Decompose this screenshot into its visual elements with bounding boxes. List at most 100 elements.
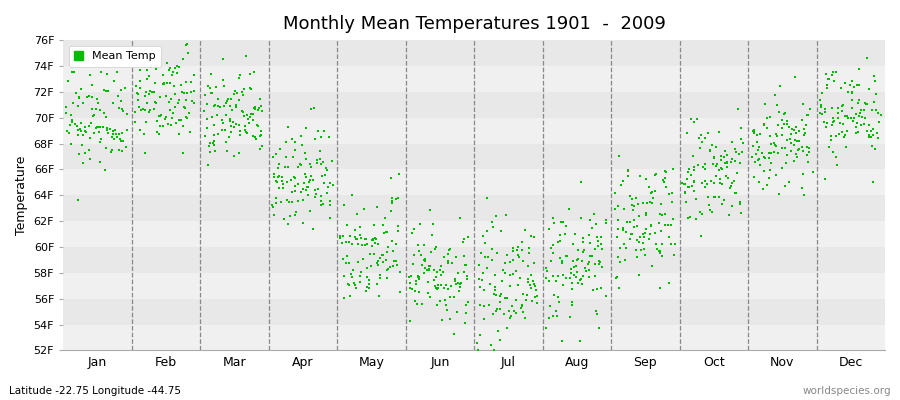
Point	[348, 282, 363, 288]
Point	[827, 77, 842, 84]
Point	[797, 132, 812, 138]
Point	[752, 147, 766, 154]
Point	[608, 190, 623, 196]
Point	[489, 271, 503, 278]
Point	[295, 142, 310, 148]
Point	[575, 258, 590, 264]
Point	[360, 241, 374, 247]
Point	[162, 98, 176, 105]
Point	[688, 188, 702, 194]
Point	[183, 129, 197, 135]
Point	[491, 306, 505, 313]
Point	[341, 282, 356, 289]
Point	[71, 126, 86, 133]
Point	[248, 104, 262, 111]
Point	[576, 249, 590, 255]
Point	[66, 100, 80, 106]
Point	[438, 297, 453, 304]
Point	[668, 241, 682, 247]
Point	[658, 168, 672, 175]
Point	[725, 139, 740, 145]
Point	[643, 231, 657, 237]
Point	[274, 174, 289, 180]
Point	[752, 155, 766, 162]
Point	[864, 128, 878, 134]
Point	[783, 135, 797, 142]
Point	[154, 112, 168, 118]
Point	[269, 178, 284, 185]
Point	[475, 276, 490, 283]
Point	[680, 184, 695, 190]
Point	[570, 257, 584, 264]
Point	[867, 98, 881, 105]
Point	[695, 139, 709, 145]
Point	[86, 113, 101, 120]
Point	[850, 120, 864, 127]
Point	[768, 92, 782, 98]
Point	[333, 233, 347, 240]
Point	[589, 308, 603, 314]
Point	[206, 122, 220, 128]
Point	[508, 310, 523, 316]
Point	[734, 136, 748, 142]
Point	[358, 236, 373, 242]
Point	[478, 254, 492, 260]
Point	[663, 222, 678, 229]
Point	[431, 282, 446, 288]
Point	[217, 103, 231, 109]
Point	[586, 286, 600, 293]
Point	[661, 222, 675, 229]
Point	[800, 112, 814, 119]
Point	[152, 94, 166, 100]
Point	[820, 85, 834, 92]
Point	[120, 111, 134, 117]
Point	[408, 288, 422, 294]
Point	[487, 347, 501, 353]
Point	[522, 245, 536, 252]
Point	[353, 224, 367, 230]
Point	[494, 228, 508, 234]
Point	[539, 265, 554, 272]
Point	[293, 189, 308, 195]
Point	[594, 246, 608, 252]
Point	[373, 293, 387, 300]
Point	[616, 240, 631, 247]
Point	[310, 160, 324, 166]
Point	[611, 217, 625, 224]
Point	[585, 225, 599, 231]
Point	[652, 248, 667, 255]
Point	[311, 128, 326, 134]
Point	[255, 142, 269, 149]
Point	[389, 196, 403, 202]
Point	[204, 90, 219, 96]
Point	[627, 203, 642, 210]
Point	[508, 296, 523, 303]
Point	[166, 83, 181, 90]
Point	[780, 152, 795, 158]
Point	[321, 134, 336, 140]
Point	[768, 141, 782, 148]
Point	[838, 80, 852, 86]
Point	[820, 120, 834, 126]
Point	[658, 211, 672, 217]
Point	[320, 167, 335, 173]
Point	[288, 138, 302, 145]
Point	[632, 272, 646, 278]
Point	[616, 226, 631, 233]
Point	[714, 164, 728, 171]
Point	[306, 177, 320, 183]
Point	[170, 70, 184, 76]
Point	[159, 60, 174, 66]
Point	[144, 64, 158, 70]
Point	[814, 102, 829, 109]
Point	[149, 118, 164, 124]
Point	[610, 254, 625, 260]
Point	[238, 127, 253, 133]
Point	[202, 83, 216, 90]
Point	[590, 221, 604, 227]
Point	[89, 106, 104, 112]
Point	[511, 282, 526, 288]
Point	[590, 234, 605, 240]
Point	[380, 267, 394, 273]
Point	[434, 271, 448, 278]
